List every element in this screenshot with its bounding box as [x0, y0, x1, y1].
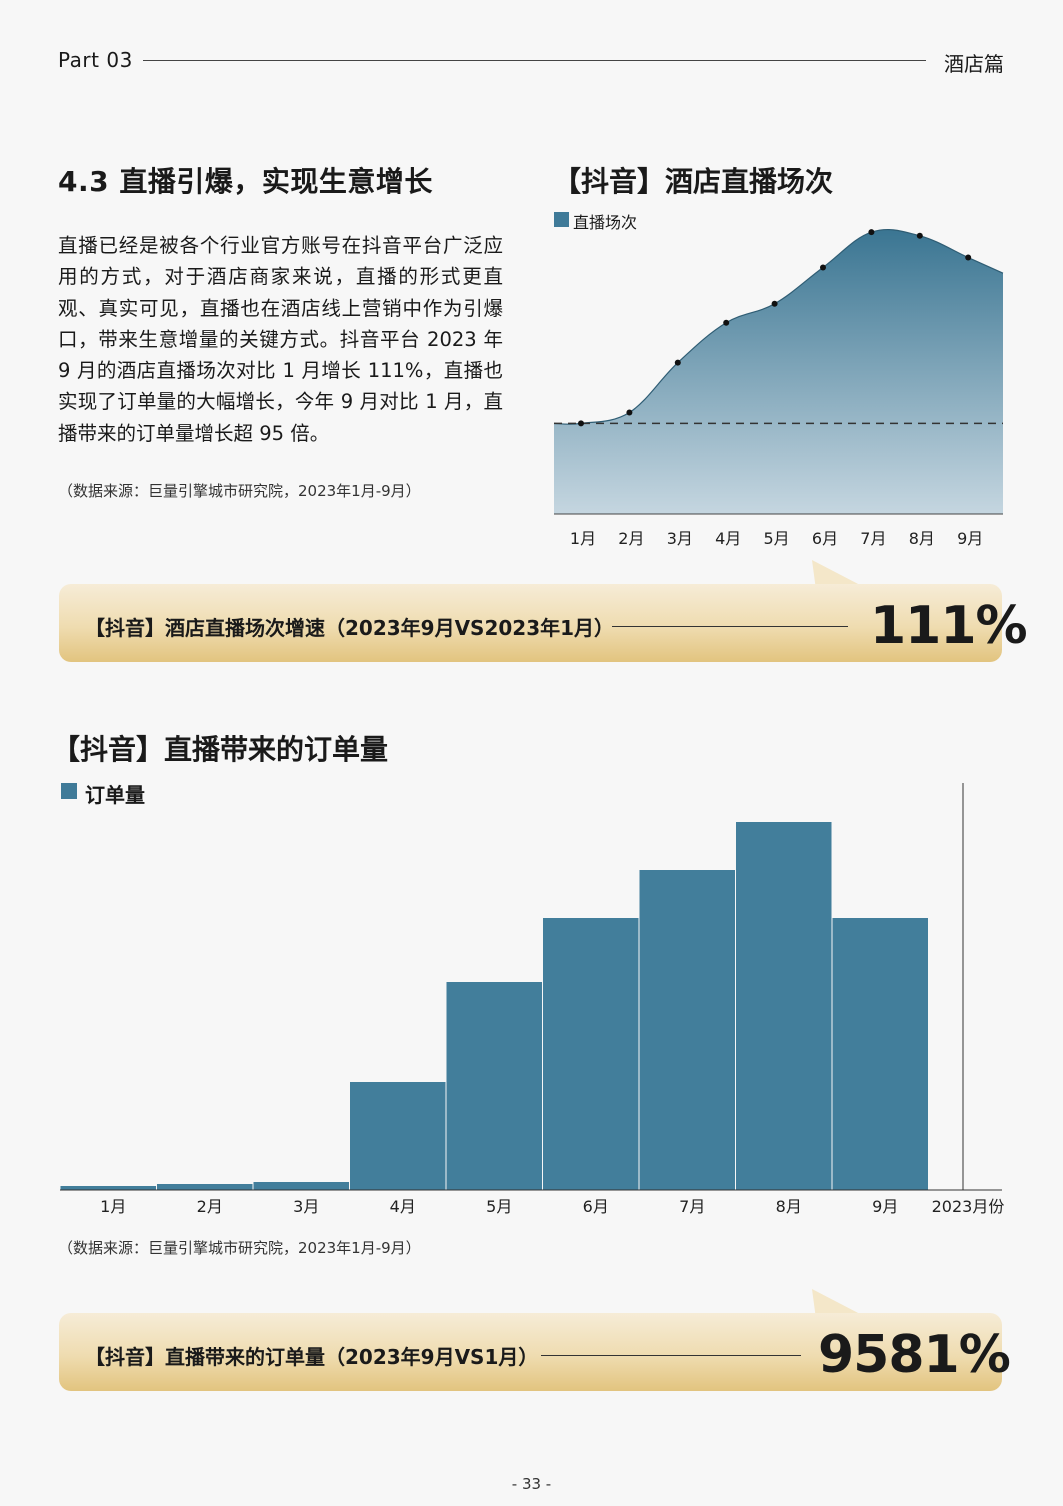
callout2-value: 9581%	[818, 1325, 1011, 1385]
callout2-label: 【抖音】直播带来的订单量（2023年9月VS1月）	[85, 1345, 539, 1369]
callout1-value: 111%	[870, 596, 1028, 656]
x-tick-label: 7月	[860, 529, 886, 548]
x-tick-label: 1月	[570, 529, 596, 548]
callout2-box	[59, 1313, 1002, 1391]
callout1-box	[59, 584, 1002, 662]
bar	[446, 982, 542, 1190]
x-tick-label: 8月	[909, 529, 935, 548]
data-point	[626, 409, 633, 416]
live-sessions-area-chart: 1月 2月 3月 4月 5月 6月 7月 8月 9月	[553, 228, 1004, 548]
callout1-tail	[812, 560, 862, 590]
x-tick-label: 3月	[667, 529, 693, 548]
data-source-note: （数据来源：巨量引擎城市研究院，2023年1月-9月）	[58, 482, 421, 500]
area-fill	[554, 229, 1003, 514]
x-tick-label: 3月	[293, 1197, 319, 1216]
legend1-swatch	[554, 212, 569, 227]
callout2-tail	[812, 1289, 862, 1319]
header-divider	[143, 60, 926, 61]
x-tick-label: 9月	[957, 529, 983, 548]
orders-bar-chart: 1月 2月 3月 4月 5月 6月 7月 8月 9月 2023月份	[60, 783, 1005, 1216]
x-tick-label: 2月	[618, 529, 644, 548]
x-tick-label: 1月	[100, 1197, 126, 1216]
bar	[60, 1186, 156, 1190]
bar	[832, 918, 928, 1190]
x-tick-label: 4月	[715, 529, 741, 548]
x-tick-label: 6月	[812, 529, 838, 548]
bar	[543, 918, 639, 1190]
callout2-rule	[541, 1355, 801, 1356]
callout1-rule	[612, 626, 848, 627]
data-point	[868, 229, 875, 236]
body-paragraph: 直播已经是被各个行业官方账号在抖音平台广泛应用的方式，对于酒店商家来说，直播的形…	[58, 234, 510, 445]
chart1-title: 【抖音】酒店直播场次	[553, 165, 834, 198]
data-source-note-2: （数据来源：巨量引擎城市研究院，2023年1月-9月）	[58, 1239, 421, 1257]
bar	[350, 1082, 446, 1190]
section-title: 4.3 直播引爆，实现生意增长	[58, 165, 433, 198]
bar	[253, 1182, 349, 1190]
data-point	[674, 359, 681, 366]
data-point	[723, 319, 730, 326]
data-point	[965, 254, 972, 261]
x-tick-label: 5月	[764, 529, 790, 548]
x-tick-label: 7月	[679, 1197, 705, 1216]
page-number: - 33 -	[511, 1475, 552, 1493]
x-tick-label: 9月	[872, 1197, 898, 1216]
x-tick-label: 4月	[390, 1197, 416, 1216]
legend2-swatch	[61, 783, 77, 799]
data-point	[916, 232, 923, 239]
callout1-label: 【抖音】酒店直播场次增速（2023年9月VS2023年1月）	[85, 616, 615, 640]
data-point	[578, 420, 584, 427]
bar	[157, 1184, 253, 1190]
x-tick-label: 2月	[197, 1197, 223, 1216]
x-tick-label: 5月	[486, 1197, 512, 1216]
bar	[736, 822, 832, 1190]
legend1-label: 直播场次	[573, 213, 638, 232]
chart2-title: 【抖音】直播带来的订单量	[52, 733, 389, 766]
section-label: 酒店篇	[944, 52, 1004, 76]
x-axis-title: 2023月份	[932, 1197, 1005, 1216]
part-label: Part 03	[58, 48, 133, 72]
data-point	[820, 264, 826, 271]
bar	[639, 870, 735, 1190]
x-tick-label: 8月	[776, 1197, 802, 1216]
data-point	[771, 300, 778, 307]
x-tick-label: 6月	[583, 1197, 609, 1216]
legend2-label: 订单量	[85, 783, 145, 807]
